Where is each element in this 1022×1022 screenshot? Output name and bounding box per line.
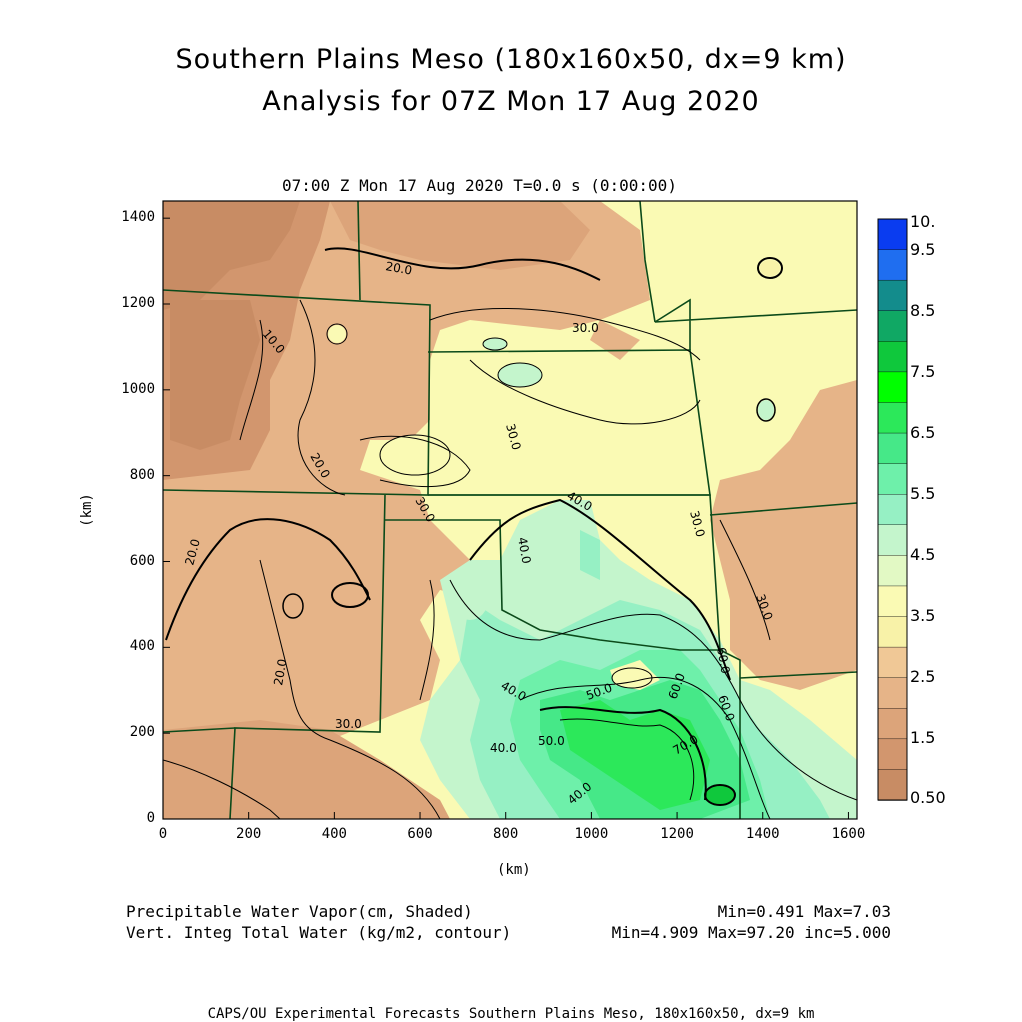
colorbar-swatch — [877, 463, 908, 495]
y-tick-label: 800 — [129, 466, 155, 483]
colorbar-swatch — [877, 616, 908, 648]
colorbar-swatch — [877, 432, 908, 465]
colorbar-swatch — [877, 524, 908, 557]
shaded-field-label: Precipitable Water Vapor(cm, Shaded) — [126, 902, 473, 921]
contour-label: 30.0 — [687, 509, 707, 538]
colorbar-label: 10. — [910, 212, 936, 231]
state-borders — [163, 201, 857, 819]
colorbar-swatch — [877, 249, 908, 281]
contour-label: 20.0 — [271, 658, 289, 687]
contour-field-label: Vert. Integ Total Water (kg/m2, contour) — [126, 923, 512, 942]
colorbar-swatch — [877, 310, 908, 343]
colorbar-label: 6.5 — [910, 423, 936, 442]
contour-lines — [163, 247, 857, 819]
colorbar-swatch — [877, 371, 908, 404]
shaded-field — [163, 201, 857, 819]
colorbar-swatch — [877, 341, 908, 373]
x-tick-label: 0 — [158, 826, 168, 842]
shaded-field-stats: Min=0.491 Max=7.03 — [717, 902, 891, 921]
contour-label: 30.0 — [335, 717, 362, 731]
colorbar-swatch — [877, 402, 908, 434]
x-tick-label: 200 — [236, 826, 262, 842]
colorbar-frame — [877, 218, 908, 801]
y-tick-label: 1000 — [121, 380, 155, 397]
y-tick-label: 0 — [146, 810, 155, 826]
axis-ticks — [162, 217, 849, 820]
x-tick-label: 400 — [321, 826, 347, 842]
contour-label: 20.0 — [182, 537, 202, 566]
y-tick-label: 1400 — [121, 209, 155, 226]
colorbar-label: 8.5 — [910, 301, 936, 320]
x-tick-label: 1200 — [660, 826, 694, 842]
colorbar-label: 2.5 — [910, 667, 936, 686]
y-tick-label: 600 — [129, 552, 155, 569]
colorbar-swatch — [877, 494, 908, 526]
colorbar-swatch — [877, 646, 908, 679]
colorbar-label: 1.5 — [910, 728, 936, 747]
valid-time: 07:00 Z Mon 17 Aug 2020 T=0.0 s (0:00:00… — [282, 176, 677, 195]
title-line-2: Analysis for 07Z Mon 17 Aug 2020 — [262, 86, 760, 117]
colorbar-swatch — [877, 738, 908, 771]
y-tick-label: 1200 — [121, 295, 155, 311]
contour-label: 30.0 — [503, 422, 523, 451]
colorbar — [877, 218, 908, 801]
colorbar-swatch — [877, 218, 908, 251]
y-tick-label: 200 — [129, 724, 155, 741]
contour-label: 60.0 — [714, 646, 732, 675]
title-line-1: Southern Plains Meso (180x160x50, dx=9 k… — [175, 44, 847, 75]
x-tick-label: 600 — [407, 826, 433, 842]
contour-label: 30.0 — [572, 321, 599, 335]
colorbar-label: 9.5 — [910, 240, 936, 259]
x-tick-label: 800 — [493, 826, 519, 842]
colorbar-label: 4.5 — [910, 545, 936, 564]
colorbar-label: 0.50 — [910, 788, 946, 807]
footer-credit: CAPS/OU Experimental Forecasts Southern … — [207, 1006, 815, 1022]
colorbar-swatch — [877, 769, 908, 801]
colorbar-label: 3.5 — [910, 606, 936, 625]
colorbar-swatch — [877, 585, 908, 618]
colorbar-swatch — [877, 279, 908, 312]
contour-label: 20.0 — [384, 259, 413, 277]
x-tick-label: 1400 — [745, 826, 780, 842]
x-axis-unit: (km) — [497, 862, 531, 878]
colorbar-label: 5.5 — [910, 484, 936, 503]
x-tick-label: 1600 — [831, 826, 866, 842]
colorbar-swatch — [877, 555, 908, 587]
colorbar-swatch — [877, 677, 908, 709]
contour-label: 40.0 — [490, 741, 517, 755]
x-tick-label: 1000 — [574, 826, 609, 842]
colorbar-swatch — [877, 708, 908, 740]
y-axis-unit: (km) — [78, 493, 95, 527]
y-tick-label: 400 — [129, 638, 155, 655]
contour-label: 50.0 — [538, 734, 565, 748]
contour-label: 40.0 — [515, 536, 533, 565]
plot-frame — [162, 200, 858, 820]
contour-field-stats: Min=4.909 Max=97.20 inc=5.000 — [611, 923, 891, 942]
colorbar-label: 7.5 — [910, 362, 936, 381]
